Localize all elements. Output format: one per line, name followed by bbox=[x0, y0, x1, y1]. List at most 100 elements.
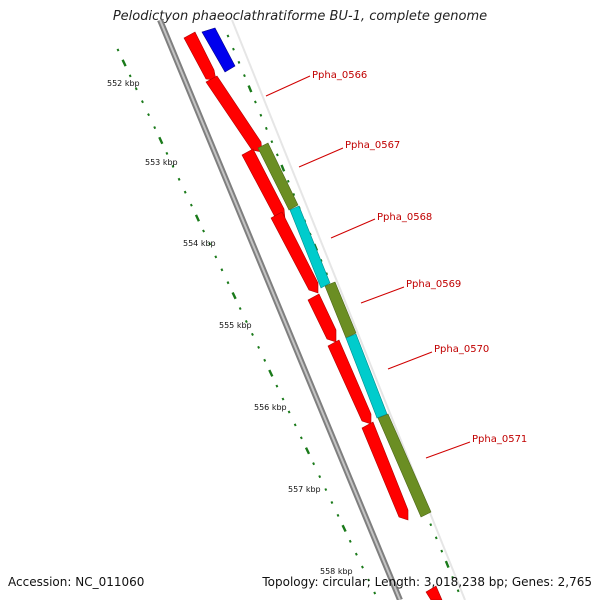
topology-text: Topology: circular; Length: 3,018,238 bp… bbox=[262, 575, 592, 589]
minor-tick bbox=[189, 203, 193, 207]
cog-feature-cyan bbox=[345, 333, 388, 419]
reverse-cds-arrow bbox=[201, 27, 236, 73]
gene-label: Ppha_0566 bbox=[312, 70, 367, 81]
forward-cds-arrow bbox=[205, 75, 263, 153]
minor-tick bbox=[208, 242, 212, 246]
minor-tick bbox=[330, 500, 334, 505]
major-tick bbox=[121, 59, 127, 67]
kbp-label: 555 kbp bbox=[219, 321, 252, 330]
minor-tick bbox=[270, 140, 274, 144]
major-tick bbox=[247, 85, 253, 93]
minor-tick bbox=[214, 255, 218, 259]
minor-tick bbox=[348, 539, 352, 543]
minor-tick bbox=[238, 307, 242, 311]
cog-feature-olive bbox=[377, 413, 432, 518]
genome-backbone-highlight bbox=[159, 19, 401, 600]
cog-feature-olive bbox=[324, 281, 357, 339]
minor-tick bbox=[171, 164, 175, 168]
minor-tick bbox=[251, 332, 254, 336]
gene-label-leaders bbox=[265, 75, 471, 459]
minor-tick bbox=[281, 397, 285, 401]
minor-tick bbox=[220, 268, 224, 272]
minor-tick bbox=[202, 229, 205, 233]
accession-text: Accession: NC_011060 bbox=[8, 575, 145, 589]
gene-labels: Ppha_0566 Ppha_0567 Ppha_0568 Ppha_0569 … bbox=[312, 70, 527, 445]
minor-tick bbox=[275, 153, 279, 157]
minor-tick bbox=[312, 462, 316, 466]
minor-tick bbox=[451, 576, 455, 579]
minor-tick bbox=[141, 100, 144, 104]
major-tick bbox=[268, 369, 274, 377]
minor-tick bbox=[259, 113, 263, 117]
minor-tick bbox=[263, 358, 267, 362]
minor-tick bbox=[336, 513, 340, 517]
kbp-label: 553 kbp bbox=[145, 158, 178, 167]
minor-tick bbox=[153, 126, 157, 130]
minor-tick bbox=[226, 281, 230, 285]
forward-cds-arrow bbox=[241, 148, 286, 220]
gene-track bbox=[183, 27, 443, 600]
minor-tick bbox=[257, 345, 261, 349]
major-tick bbox=[280, 164, 286, 172]
minor-tick bbox=[244, 319, 248, 324]
minor-tick bbox=[264, 126, 268, 130]
cog-feature-olive bbox=[257, 142, 299, 211]
gene-label: Ppha_0570 bbox=[434, 344, 489, 355]
minor-tick bbox=[361, 565, 364, 569]
minor-tick bbox=[116, 48, 120, 52]
minor-tick bbox=[183, 190, 187, 194]
minor-tick bbox=[325, 272, 329, 276]
minor-tick bbox=[299, 436, 303, 440]
kbp-label: 557 kbp bbox=[288, 485, 321, 494]
forward-cds-arrow bbox=[307, 293, 337, 343]
minor-tick bbox=[177, 177, 181, 181]
kbp-label: 554 kbp bbox=[183, 239, 216, 248]
minor-tick bbox=[237, 60, 241, 64]
outer-track bbox=[231, 19, 466, 600]
kbp-label: 558 kbp bbox=[320, 567, 353, 576]
minor-tick bbox=[434, 536, 438, 540]
forward-cds-arrow bbox=[327, 339, 372, 425]
minor-tick bbox=[128, 74, 132, 78]
forward-cds-arrow bbox=[270, 211, 319, 294]
minor-tick bbox=[367, 578, 371, 582]
map-title: Pelodictyon phaeoclathratiforme BU-1, co… bbox=[112, 9, 488, 24]
minor-tick bbox=[456, 589, 460, 593]
gene-label: Ppha_0567 bbox=[345, 140, 400, 151]
major-tick bbox=[444, 560, 450, 569]
forward-cds-arrow bbox=[361, 421, 409, 521]
minor-tick bbox=[243, 74, 246, 78]
kbp-labels: 552 kbp 553 kbp 554 kbp 555 kbp 556 kbp … bbox=[107, 79, 353, 576]
minor-tick bbox=[324, 488, 328, 492]
kbp-label: 556 kbp bbox=[254, 403, 287, 412]
minor-tick bbox=[440, 549, 444, 553]
major-tick bbox=[304, 447, 311, 455]
minor-tick bbox=[165, 151, 169, 155]
minor-tick bbox=[147, 113, 150, 117]
kbp-label: 552 kbp bbox=[107, 79, 140, 88]
minor-tick bbox=[293, 423, 297, 427]
cog-feature-cyan bbox=[289, 205, 331, 289]
gene-label: Ppha_0568 bbox=[377, 212, 432, 223]
minor-tick bbox=[286, 179, 290, 183]
major-tick bbox=[194, 214, 200, 222]
minor-tick bbox=[232, 47, 235, 51]
minor-tick bbox=[318, 475, 322, 479]
major-tick bbox=[341, 524, 347, 533]
gene-label: Ppha_0569 bbox=[406, 279, 461, 290]
major-tick bbox=[231, 291, 237, 300]
forward-cds-arrow bbox=[183, 31, 217, 81]
major-tick bbox=[158, 136, 164, 145]
minor-tick bbox=[275, 384, 279, 388]
minor-tick bbox=[287, 410, 291, 414]
gene-label: Ppha_0571 bbox=[472, 434, 527, 445]
forward-cds-arrow bbox=[425, 585, 443, 600]
minor-tick bbox=[429, 523, 433, 527]
minor-tick bbox=[253, 100, 257, 104]
minor-tick bbox=[354, 552, 358, 556]
minor-tick bbox=[226, 34, 230, 38]
minor-tick bbox=[292, 193, 296, 196]
minor-tick bbox=[134, 87, 138, 91]
minor-tick bbox=[373, 591, 377, 595]
